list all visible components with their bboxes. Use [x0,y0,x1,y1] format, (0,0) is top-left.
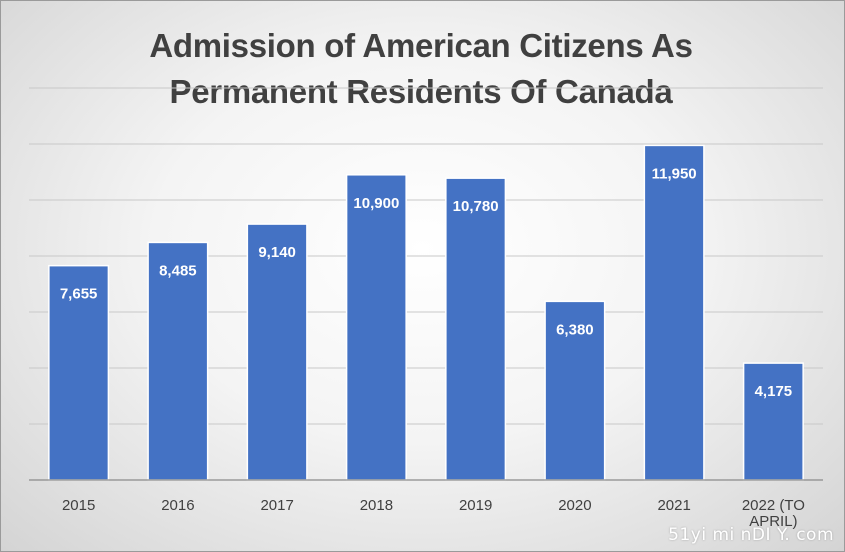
bar-2019 [445,177,507,481]
x-tick-label-2017: 2017 [260,497,293,514]
data-label-2016: 8,485 [159,262,197,279]
chart-title-line-1: Admission of American Citizens As [149,27,693,64]
data-label-2022 (TO APRIL): 4,175 [755,383,793,400]
chart-title-line-2: Permanent Residents Of Canada [169,73,673,110]
data-label-2017: 9,140 [258,244,296,261]
x-tick-label-2022 (TO APRIL): 2022 (TO APRIL) [742,497,805,530]
x-tick-label-2015: 2015 [62,497,95,514]
bar-2015 [48,264,110,481]
bar-2021 [643,144,705,481]
x-tick-label-2020: 2020 [558,497,591,514]
bar-2017 [246,223,308,481]
x-tick-label-2019: 2019 [459,497,492,514]
bar-2020 [544,300,606,481]
data-label-2019: 10,780 [453,198,499,215]
bar-2022 (TO APRIL) [742,362,804,481]
data-label-2018: 10,900 [353,195,399,212]
x-tick-label-2016: 2016 [161,497,194,514]
data-label-2021: 11,950 [652,165,697,182]
x-tick-label-2018: 2018 [360,497,393,514]
chart-title: Admission of American Citizens As Perman… [81,23,761,115]
data-label-2020: 6,380 [556,321,594,338]
bar-2018 [345,174,407,481]
data-label-2015: 7,655 [60,286,98,303]
x-tick-label-2021: 2021 [657,497,690,514]
watermark-text: 51yi mi nDI Y. com [668,525,834,545]
